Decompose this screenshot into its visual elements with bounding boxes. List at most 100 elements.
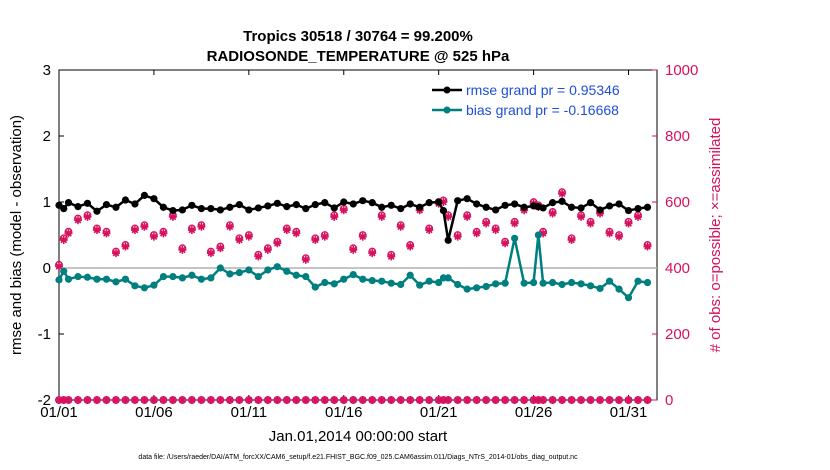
- bias-point: [577, 280, 585, 288]
- obs-marker-stroke: [264, 396, 272, 404]
- obs-assimilated-point: [55, 262, 63, 271]
- obs-marker-stroke: [283, 226, 291, 234]
- bias-point: [311, 283, 319, 291]
- obs-assimilated-point: [197, 222, 206, 231]
- chart-subtitle: RADIOSONDE_TEMPERATURE @ 525 hPa: [207, 48, 510, 65]
- obs-bottom-assimilated-point: [624, 396, 633, 404]
- obs-marker-stroke: [444, 213, 452, 221]
- obs-assimilated-point: [216, 244, 225, 253]
- bias-point: [425, 277, 433, 285]
- obs-marker-stroke: [321, 396, 329, 404]
- bias-point: [64, 275, 73, 283]
- obs-marker-stroke: [378, 213, 386, 221]
- obs-marker-stroke: [198, 223, 205, 231]
- rmse-point: [83, 199, 92, 207]
- rmse-point: [321, 199, 329, 207]
- obs-assimilated-point: [643, 242, 652, 251]
- rmse-point: [406, 200, 414, 208]
- obs-marker-stroke: [349, 246, 357, 254]
- rmse-point: [330, 204, 338, 212]
- obs-marker-stroke: [122, 243, 129, 250]
- obs-bottom-assimilated-point: [615, 396, 624, 404]
- obs-marker-stroke: [65, 229, 72, 237]
- x-tick-label: 01/21: [420, 404, 458, 421]
- rmse-point: [140, 191, 149, 199]
- obs-assimilated-point: [377, 212, 386, 221]
- rmse-point: [273, 199, 281, 207]
- rmse-point: [435, 198, 443, 206]
- rmse-point: [567, 203, 576, 211]
- obs-bottom-markers: [55, 396, 652, 404]
- obs-assimilated-point: [501, 239, 510, 248]
- y-tick-label: 2: [43, 128, 51, 145]
- obs-marker-stroke: [103, 396, 110, 404]
- bias-point: [245, 266, 253, 274]
- rmse-point: [605, 202, 614, 210]
- obs-marker-stroke: [245, 396, 253, 404]
- bias-point: [169, 272, 177, 281]
- obs-marker-stroke: [587, 220, 594, 227]
- bias-point: [416, 281, 424, 289]
- obs-marker-stroke: [131, 396, 139, 404]
- rmse-point: [169, 206, 177, 215]
- rmse-point: [178, 206, 186, 214]
- obs-bottom-assimilated-point: [244, 396, 253, 404]
- obs-marker-stroke: [179, 396, 186, 404]
- bias-point: [226, 270, 234, 278]
- obs-marker-stroke: [615, 233, 623, 241]
- obs-bottom-assimilated-point: [444, 396, 453, 404]
- rmse-point: [444, 236, 452, 244]
- obs-marker-stroke: [368, 396, 376, 404]
- rmse-point: [425, 199, 433, 207]
- obs-assimilated-point: [339, 206, 348, 215]
- obs-marker-stroke: [84, 213, 91, 221]
- obs-marker-stroke: [150, 396, 158, 404]
- obs-assimilated-point: [64, 229, 73, 238]
- rmse-point: [378, 203, 386, 211]
- rmse-point: [454, 197, 462, 205]
- bias-point: [159, 272, 168, 281]
- obs-assimilated-point: [111, 249, 120, 258]
- obs-assimilated-point: [168, 212, 177, 221]
- bias-point: [520, 279, 528, 287]
- rmse-point: [254, 204, 262, 212]
- bias-point: [615, 285, 623, 293]
- obs-assimilated-point: [548, 209, 557, 218]
- y2-tick-label: 400: [665, 260, 690, 277]
- bias-point: [596, 284, 604, 293]
- obs-marker-stroke: [606, 396, 613, 404]
- y-tick-label: -1: [38, 326, 51, 343]
- obs-marker-stroke: [141, 396, 148, 404]
- y-tick-label: 1: [43, 194, 51, 211]
- obs-assimilated-point: [102, 229, 111, 238]
- rmse-point: [188, 201, 196, 209]
- x-tick-label: 01/31: [610, 404, 648, 421]
- obs-marker-stroke: [60, 236, 68, 244]
- obs-assimilated-point: [425, 226, 434, 235]
- obs-bottom-assimilated-point: [206, 396, 215, 404]
- rmse-point: [624, 206, 633, 215]
- obs-assimilated-point: [178, 245, 187, 254]
- obs-bottom-assimilated-point: [320, 396, 329, 404]
- x-tick-label: 01/06: [135, 404, 173, 421]
- obs-marker-stroke: [283, 396, 291, 404]
- obs-marker-stroke: [254, 253, 262, 260]
- obs-assimilated-point: [225, 222, 234, 231]
- obs-bottom-assimilated-point: [292, 396, 301, 404]
- rmse-point: [511, 200, 519, 208]
- obs-bottom-assimilated-point: [140, 396, 149, 404]
- bias-point: [321, 278, 329, 287]
- obs-assimilated-point: [491, 226, 500, 235]
- obs-marker-stroke: [216, 396, 224, 404]
- obs-marker-stroke: [596, 396, 604, 404]
- obs-bottom-assimilated-point: [425, 396, 434, 404]
- obs-bottom-assimilated-point: [510, 396, 519, 404]
- obs-bottom-assimilated-point: [548, 396, 557, 404]
- rmse-point: [577, 204, 585, 212]
- obs-bottom-assimilated-point: [605, 396, 614, 404]
- y2-tick-label: 800: [665, 128, 690, 145]
- obs-marker-stroke: [188, 226, 196, 234]
- obs-marker-stroke: [587, 396, 594, 404]
- bias-point: [539, 279, 547, 287]
- obs-assimilated-point: [282, 226, 291, 235]
